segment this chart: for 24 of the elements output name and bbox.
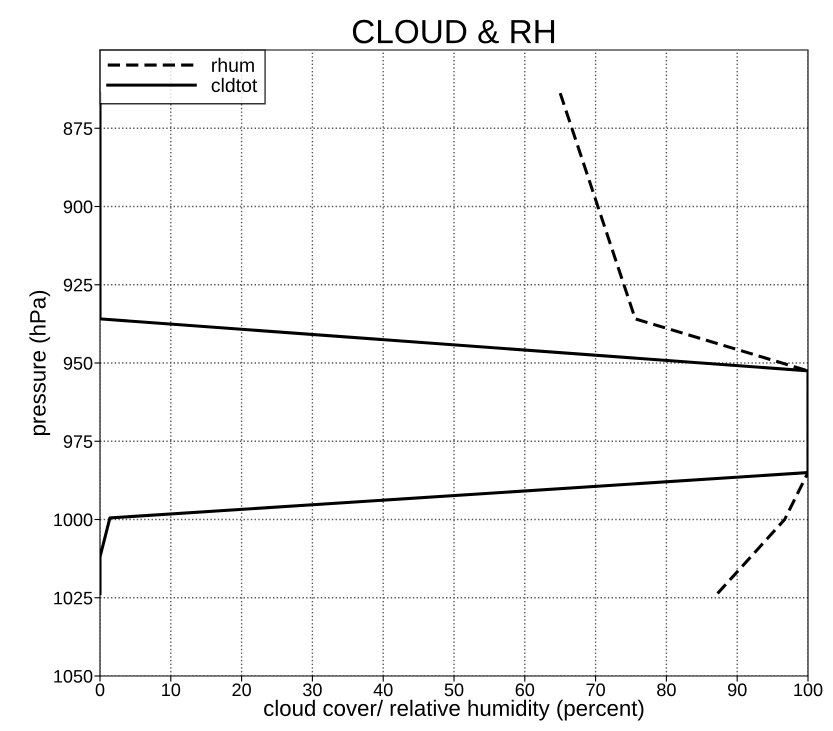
x-tick-label: 90 bbox=[728, 683, 747, 696]
y-tick-label: 1000 bbox=[54, 513, 92, 526]
legend-label: cldtot bbox=[212, 78, 258, 92]
y-tick-label: 900 bbox=[64, 200, 92, 214]
x-tick-label: 100 bbox=[794, 683, 822, 696]
y-axis-title: pressure (hPa) bbox=[29, 290, 50, 436]
x-tick-label: 10 bbox=[162, 683, 180, 696]
chart-title: CLOUD & RH bbox=[352, 20, 554, 44]
legend-label: rhum bbox=[212, 58, 254, 72]
y-tick-label: 975 bbox=[64, 435, 92, 448]
y-tick-label: 950 bbox=[64, 356, 92, 370]
x-axis-title: cloud cover/ relative humidity (percent) bbox=[264, 700, 644, 720]
y-tick-label: 875 bbox=[64, 122, 92, 135]
x-tick-label: 60 bbox=[516, 683, 534, 696]
x-tick-label: 50 bbox=[444, 683, 464, 696]
x-tick-label: 0 bbox=[96, 683, 104, 696]
x-tick-label: 30 bbox=[303, 683, 322, 696]
y-tick-label: 1050 bbox=[54, 670, 92, 683]
x-tick-label: 40 bbox=[374, 683, 393, 696]
x-tick-label: 70 bbox=[586, 683, 605, 696]
x-tick-label: 80 bbox=[657, 683, 676, 696]
y-tick-label: 925 bbox=[64, 278, 92, 292]
y-tick-label: 1025 bbox=[54, 592, 92, 604]
x-tick-label: 20 bbox=[232, 683, 251, 696]
